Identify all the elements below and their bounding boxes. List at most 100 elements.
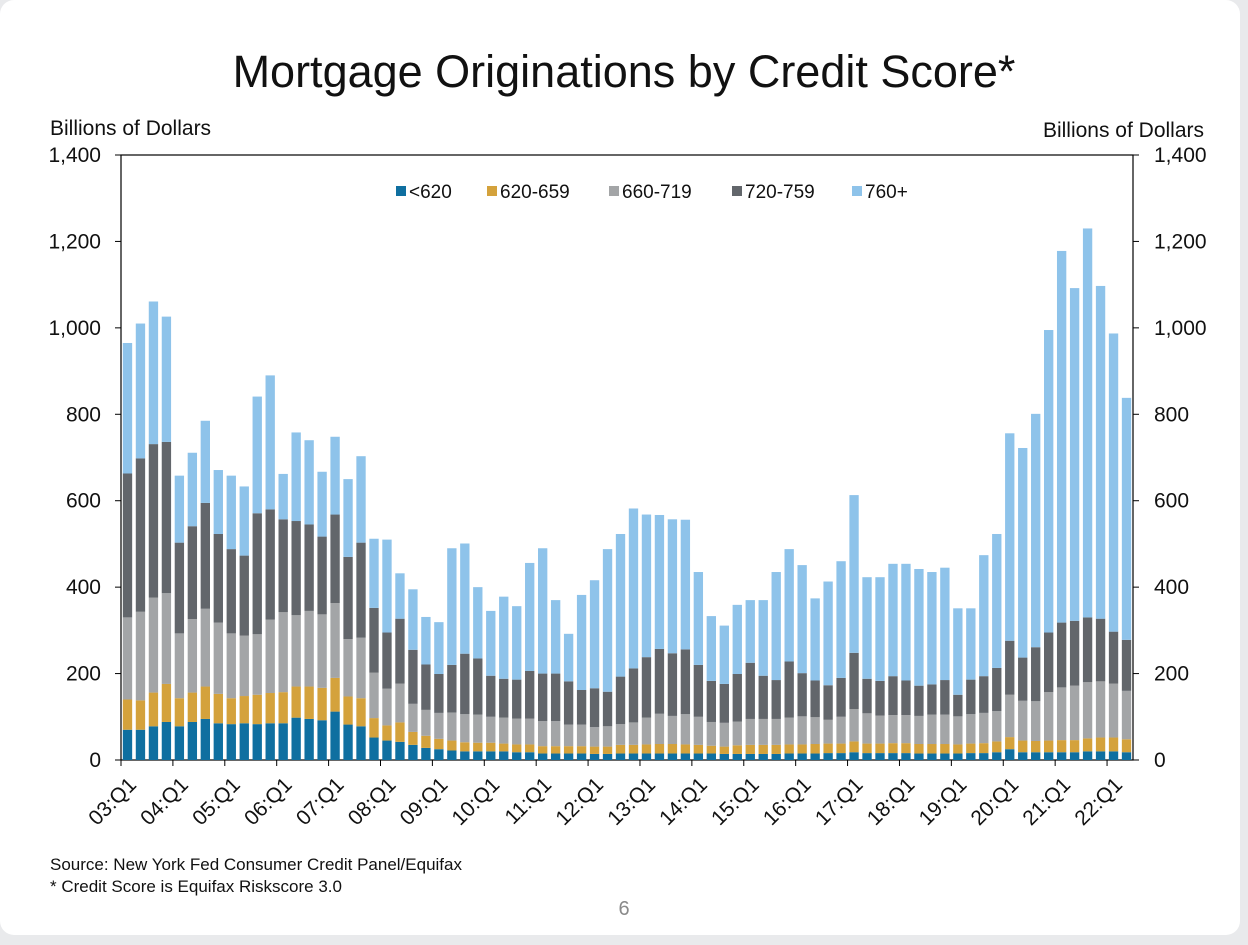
bar-segment [1082,617,1093,683]
bar-segment [421,664,431,710]
bar-segment [486,716,496,743]
bar-segment [512,744,522,753]
bar-segment [382,632,392,689]
bar-segment [1108,683,1119,738]
y-tick-label-right: 600 [1154,490,1189,513]
x-tick-label: 13:Q1 [603,773,660,830]
bar-segment [563,633,574,682]
bar-segment [226,549,236,634]
bar-segment [252,694,262,725]
bar-segment [576,594,587,690]
bar-segment [667,519,678,654]
bar-segment [914,685,924,716]
bar-segment [927,572,937,685]
y-tick-label-right: 400 [1154,576,1189,599]
bar-segment [693,572,704,665]
bar-segment [576,689,587,725]
bar-segment [992,667,1002,712]
bar-segment [304,718,314,760]
bar-segment [641,514,652,658]
bar-segment [1121,752,1132,760]
bar-segment [771,680,781,719]
bar-segment [1044,740,1054,753]
bar-segment [538,673,548,722]
bar-segment [953,753,963,760]
bar-segment [1121,690,1132,740]
bar-segment [161,721,172,760]
y-axis-label-left: Billions of Dollars [50,117,212,140]
bar-segment [226,724,236,760]
bar-segment [1018,752,1028,760]
bar-segment [395,683,405,723]
bar-segment [849,709,859,742]
bar-segment [992,741,1002,753]
bar-segment [784,753,794,760]
bar-segment [1005,694,1015,738]
bar-segment [538,721,548,747]
bar-segment [174,475,185,543]
bar-segment [641,657,652,718]
bar-segment [745,744,755,754]
bar-segment [1044,632,1054,693]
bar-segment [330,514,340,604]
bar-segment [1082,228,1093,618]
bar-segment [499,596,509,679]
bar-segment [239,696,249,724]
bar-segment [836,561,846,678]
bar-segment [395,618,405,684]
bar-segment [148,692,159,727]
bar-segment [291,432,301,522]
bar-segment [719,625,729,684]
bar-segment [927,744,937,754]
bar-segment [953,744,963,754]
bar-segment [239,486,249,556]
bar-segment [447,712,457,741]
bar-segment [356,726,366,760]
bar-segment [966,743,976,754]
bar-segment [1018,740,1028,753]
x-tick-label: 17:Q1 [811,773,868,830]
bar-segment [823,753,833,760]
bar-segment [486,742,496,752]
bar-segment [291,717,301,760]
y-axis-label-right: Billions of Dollars [1042,119,1204,142]
x-tick-label: 14:Q1 [655,773,712,830]
bar-segment [200,718,210,760]
bar-segment [849,652,859,710]
bar-segment [1005,737,1015,750]
bar-segment [719,746,729,754]
bar-segment [745,753,755,760]
y-tick-label-right: 1,000 [1154,317,1207,340]
bar-segment [1108,631,1119,684]
bar-segment [1005,749,1015,760]
bar-segment [732,745,742,754]
bar-segment [1056,740,1067,753]
bar-segment [538,746,548,754]
bar-segment [421,735,431,748]
bar-segment [1056,687,1067,741]
x-tick-label: 08:Q1 [344,773,401,830]
bar-segment [1056,752,1067,760]
bar-segment [706,616,716,681]
bar-segment [589,746,600,754]
bar-segment [161,683,172,722]
bar-segment [317,687,327,721]
bar-segment [447,740,457,751]
x-tick-label: 05:Q1 [188,773,245,830]
bar-segment [226,698,236,725]
bar-segment [628,508,639,669]
x-tick-label: 06:Q1 [240,773,297,830]
y-tick-label-right: 800 [1154,403,1189,426]
bar-segment [810,753,820,760]
bar-segment [291,521,301,616]
x-tick-label: 19:Q1 [915,773,972,830]
bar-segment [291,615,301,687]
bar-segment [836,716,846,744]
bar-segment [213,470,223,534]
bar-segment [914,568,924,686]
bar-segment [382,539,392,633]
bar-segment [1095,285,1106,619]
bar-segment [693,753,704,760]
bar-segment [797,565,807,674]
bar-segment [1108,737,1119,752]
